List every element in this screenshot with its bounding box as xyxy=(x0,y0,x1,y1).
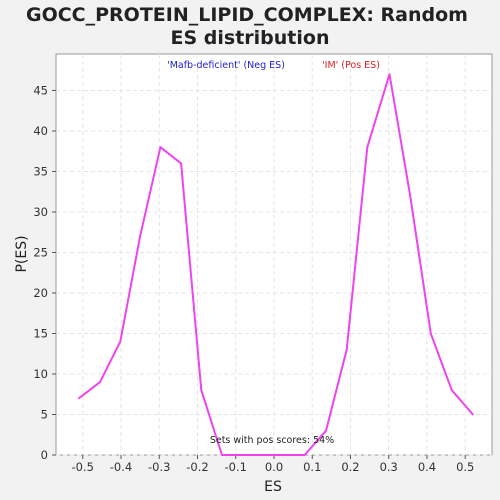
y-tick-label: 35 xyxy=(33,164,48,178)
x-tick-label: -0.5 xyxy=(72,460,94,474)
x-tick-label: 0.4 xyxy=(418,460,436,474)
axes: -0.5 -0.4 -0.3 -0.2 -0.1 0.0 0.1 0.2 0.3 0.4 0.5 0 5… xyxy=(33,83,474,474)
data-point xyxy=(345,348,348,351)
y-tick-label: 40 xyxy=(33,124,48,138)
data-point xyxy=(119,340,122,343)
x-tick-label: -0.1 xyxy=(225,460,247,474)
y-tick-label: 5 xyxy=(41,407,48,421)
plot-area xyxy=(55,53,493,456)
chart-title-line-1: GOCC_PROTEIN_LIPID_COMPLEX: Random xyxy=(26,4,468,26)
legend-neg-label: 'Mafb-deficient' (Neg ES) xyxy=(167,60,285,71)
legend-pos-label: 'IM' (Pos ES) xyxy=(322,60,380,71)
data-point xyxy=(325,429,327,432)
y-tick-label: 45 xyxy=(33,83,48,97)
y-axis-label: P(ES) xyxy=(14,235,30,272)
y-tick-label: 20 xyxy=(33,286,48,300)
series-layer xyxy=(78,73,474,456)
x-tick-label: 0.5 xyxy=(456,460,474,474)
x-tick-label: 0.2 xyxy=(341,460,359,474)
data-point xyxy=(159,146,162,149)
data-point xyxy=(366,146,369,149)
y-tick-label: 30 xyxy=(33,205,48,219)
data-point xyxy=(200,389,203,392)
data-point xyxy=(262,454,265,456)
y-tick-label: 25 xyxy=(33,245,48,259)
data-point xyxy=(139,235,142,238)
data-point xyxy=(471,413,474,416)
gridlines xyxy=(56,54,492,456)
pos-scores-annotation: Sets with pos scores: 54% xyxy=(210,435,334,446)
x-tick-label: -0.3 xyxy=(148,460,170,474)
x-tick-label: -0.2 xyxy=(186,460,208,474)
data-point xyxy=(99,381,101,383)
data-point xyxy=(388,73,391,76)
x-axis-label: ES xyxy=(264,479,282,495)
x-tick-label: -0.4 xyxy=(110,460,132,474)
data-point xyxy=(429,332,432,335)
es-series-line xyxy=(78,73,474,456)
y-tick-label: 0 xyxy=(41,448,48,462)
data-point xyxy=(450,389,453,392)
x-tick-label: 0.1 xyxy=(303,460,321,474)
data-point xyxy=(282,454,285,456)
chart-title-line-2: ES distribution xyxy=(171,27,330,49)
data-point xyxy=(241,454,244,456)
y-tick-label: 10 xyxy=(33,367,48,381)
data-point xyxy=(221,454,223,456)
y-tick-label: 15 xyxy=(33,326,48,340)
x-tick-label: 0.3 xyxy=(380,460,398,474)
x-tick-label: 0.0 xyxy=(265,460,283,474)
data-point xyxy=(303,454,306,456)
data-point xyxy=(409,194,412,197)
data-point xyxy=(78,397,80,400)
data-point xyxy=(180,162,182,165)
